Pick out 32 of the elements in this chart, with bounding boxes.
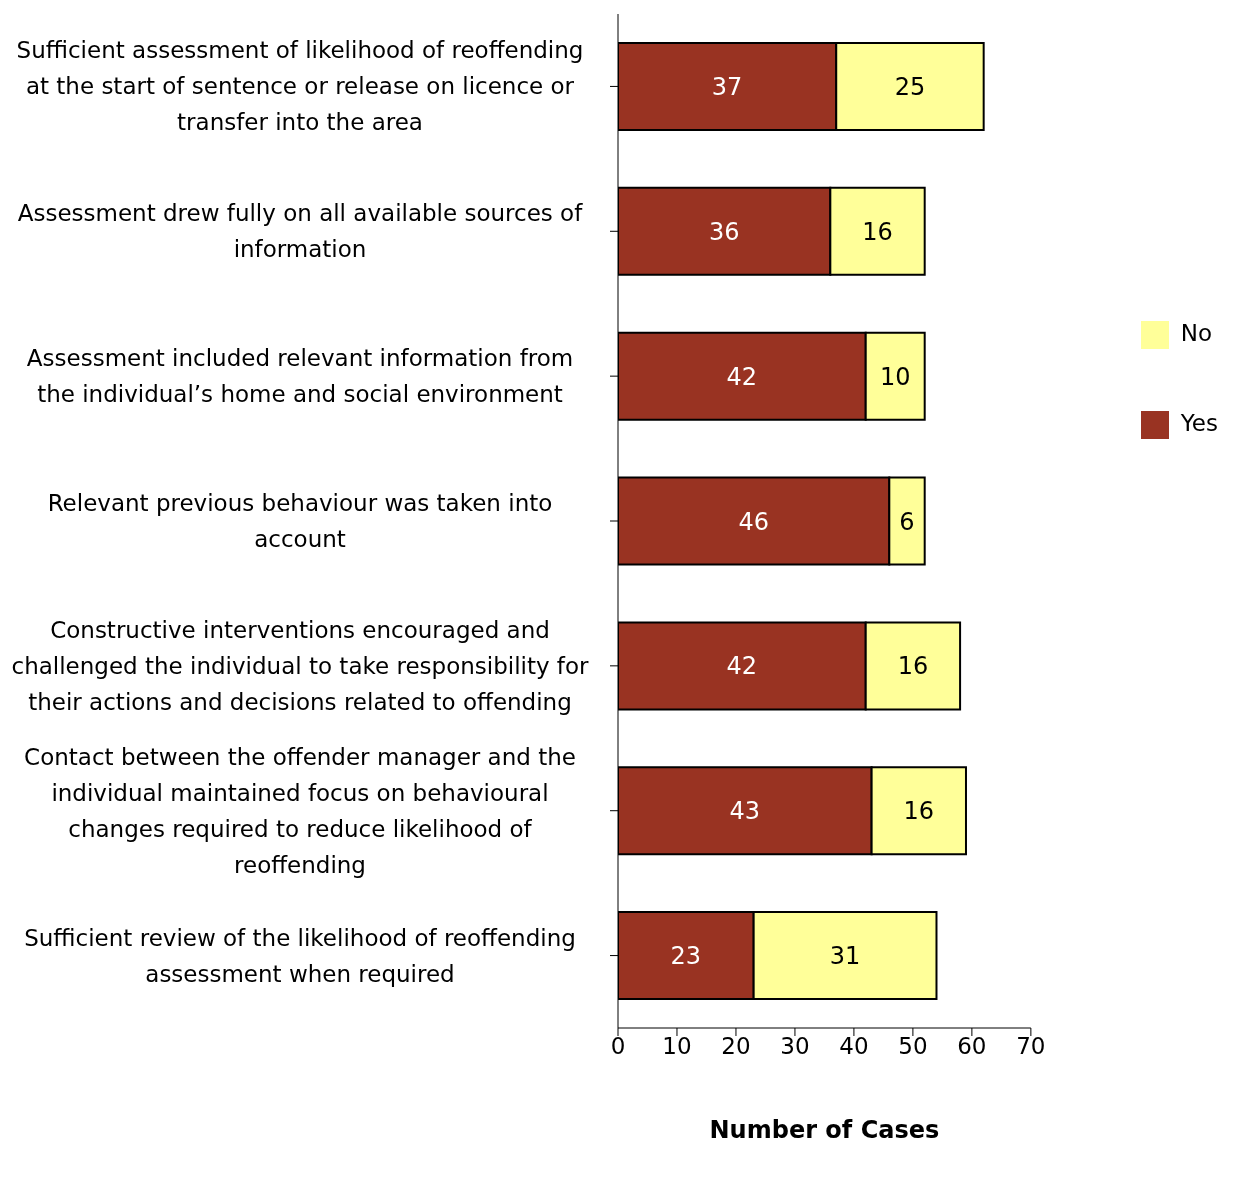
y-tick-label: Contact between the offender manager and the individual maintained focus on behavioural changes required to reduce likelihood of reoffending xyxy=(24,743,576,878)
x-tick-label: 70 xyxy=(1016,1033,1046,1060)
x-tick-label: 50 xyxy=(898,1033,928,1060)
x-tick-label: 10 xyxy=(662,1033,692,1060)
data-label: 6 xyxy=(899,507,915,536)
y-tick-label: Sufficient assessment of likelihood of reoffending at the start of sentence or release on licence or transfer into the area xyxy=(16,37,584,136)
data-label: 25 xyxy=(894,72,926,101)
x-tick-label: 20 xyxy=(721,1033,751,1060)
data-label: 42 xyxy=(726,652,758,681)
data-label: 16 xyxy=(897,652,929,681)
data-label: 16 xyxy=(903,797,935,826)
data-label: 31 xyxy=(829,942,861,971)
y-tick-label: Constructive interventions encouraged and challenged the individual to take responsibility for their actions and decisions related to offending xyxy=(11,616,590,715)
data-label: 36 xyxy=(708,217,740,246)
x-axis-title: Number of Cases xyxy=(709,1116,940,1144)
x-tick-label: 60 xyxy=(957,1033,987,1060)
y-tick-label: Assessment drew fully on all available sources of information xyxy=(17,200,584,263)
data-label: 46 xyxy=(738,507,769,536)
y-tick-label: Assessment included relevant information from the individual’s home and social environment xyxy=(26,345,574,408)
legend-label: Yes xyxy=(1180,410,1218,436)
legend-label: No xyxy=(1180,320,1213,346)
data-label: 10 xyxy=(879,362,911,391)
x-tick-label: 30 xyxy=(780,1033,810,1060)
data-label: 43 xyxy=(729,797,761,826)
y-tick-label: Sufficient review of the likelihood of reoffending assessment when required xyxy=(24,924,576,987)
y-tick-label: Relevant previous behaviour was taken into account xyxy=(47,490,553,552)
data-label: 16 xyxy=(862,217,893,246)
data-label: 37 xyxy=(711,72,743,101)
data-label: 23 xyxy=(670,942,702,971)
data-label: 42 xyxy=(726,362,758,391)
x-tick-label: 40 xyxy=(839,1033,869,1060)
x-tick-label: 0 xyxy=(610,1033,626,1060)
